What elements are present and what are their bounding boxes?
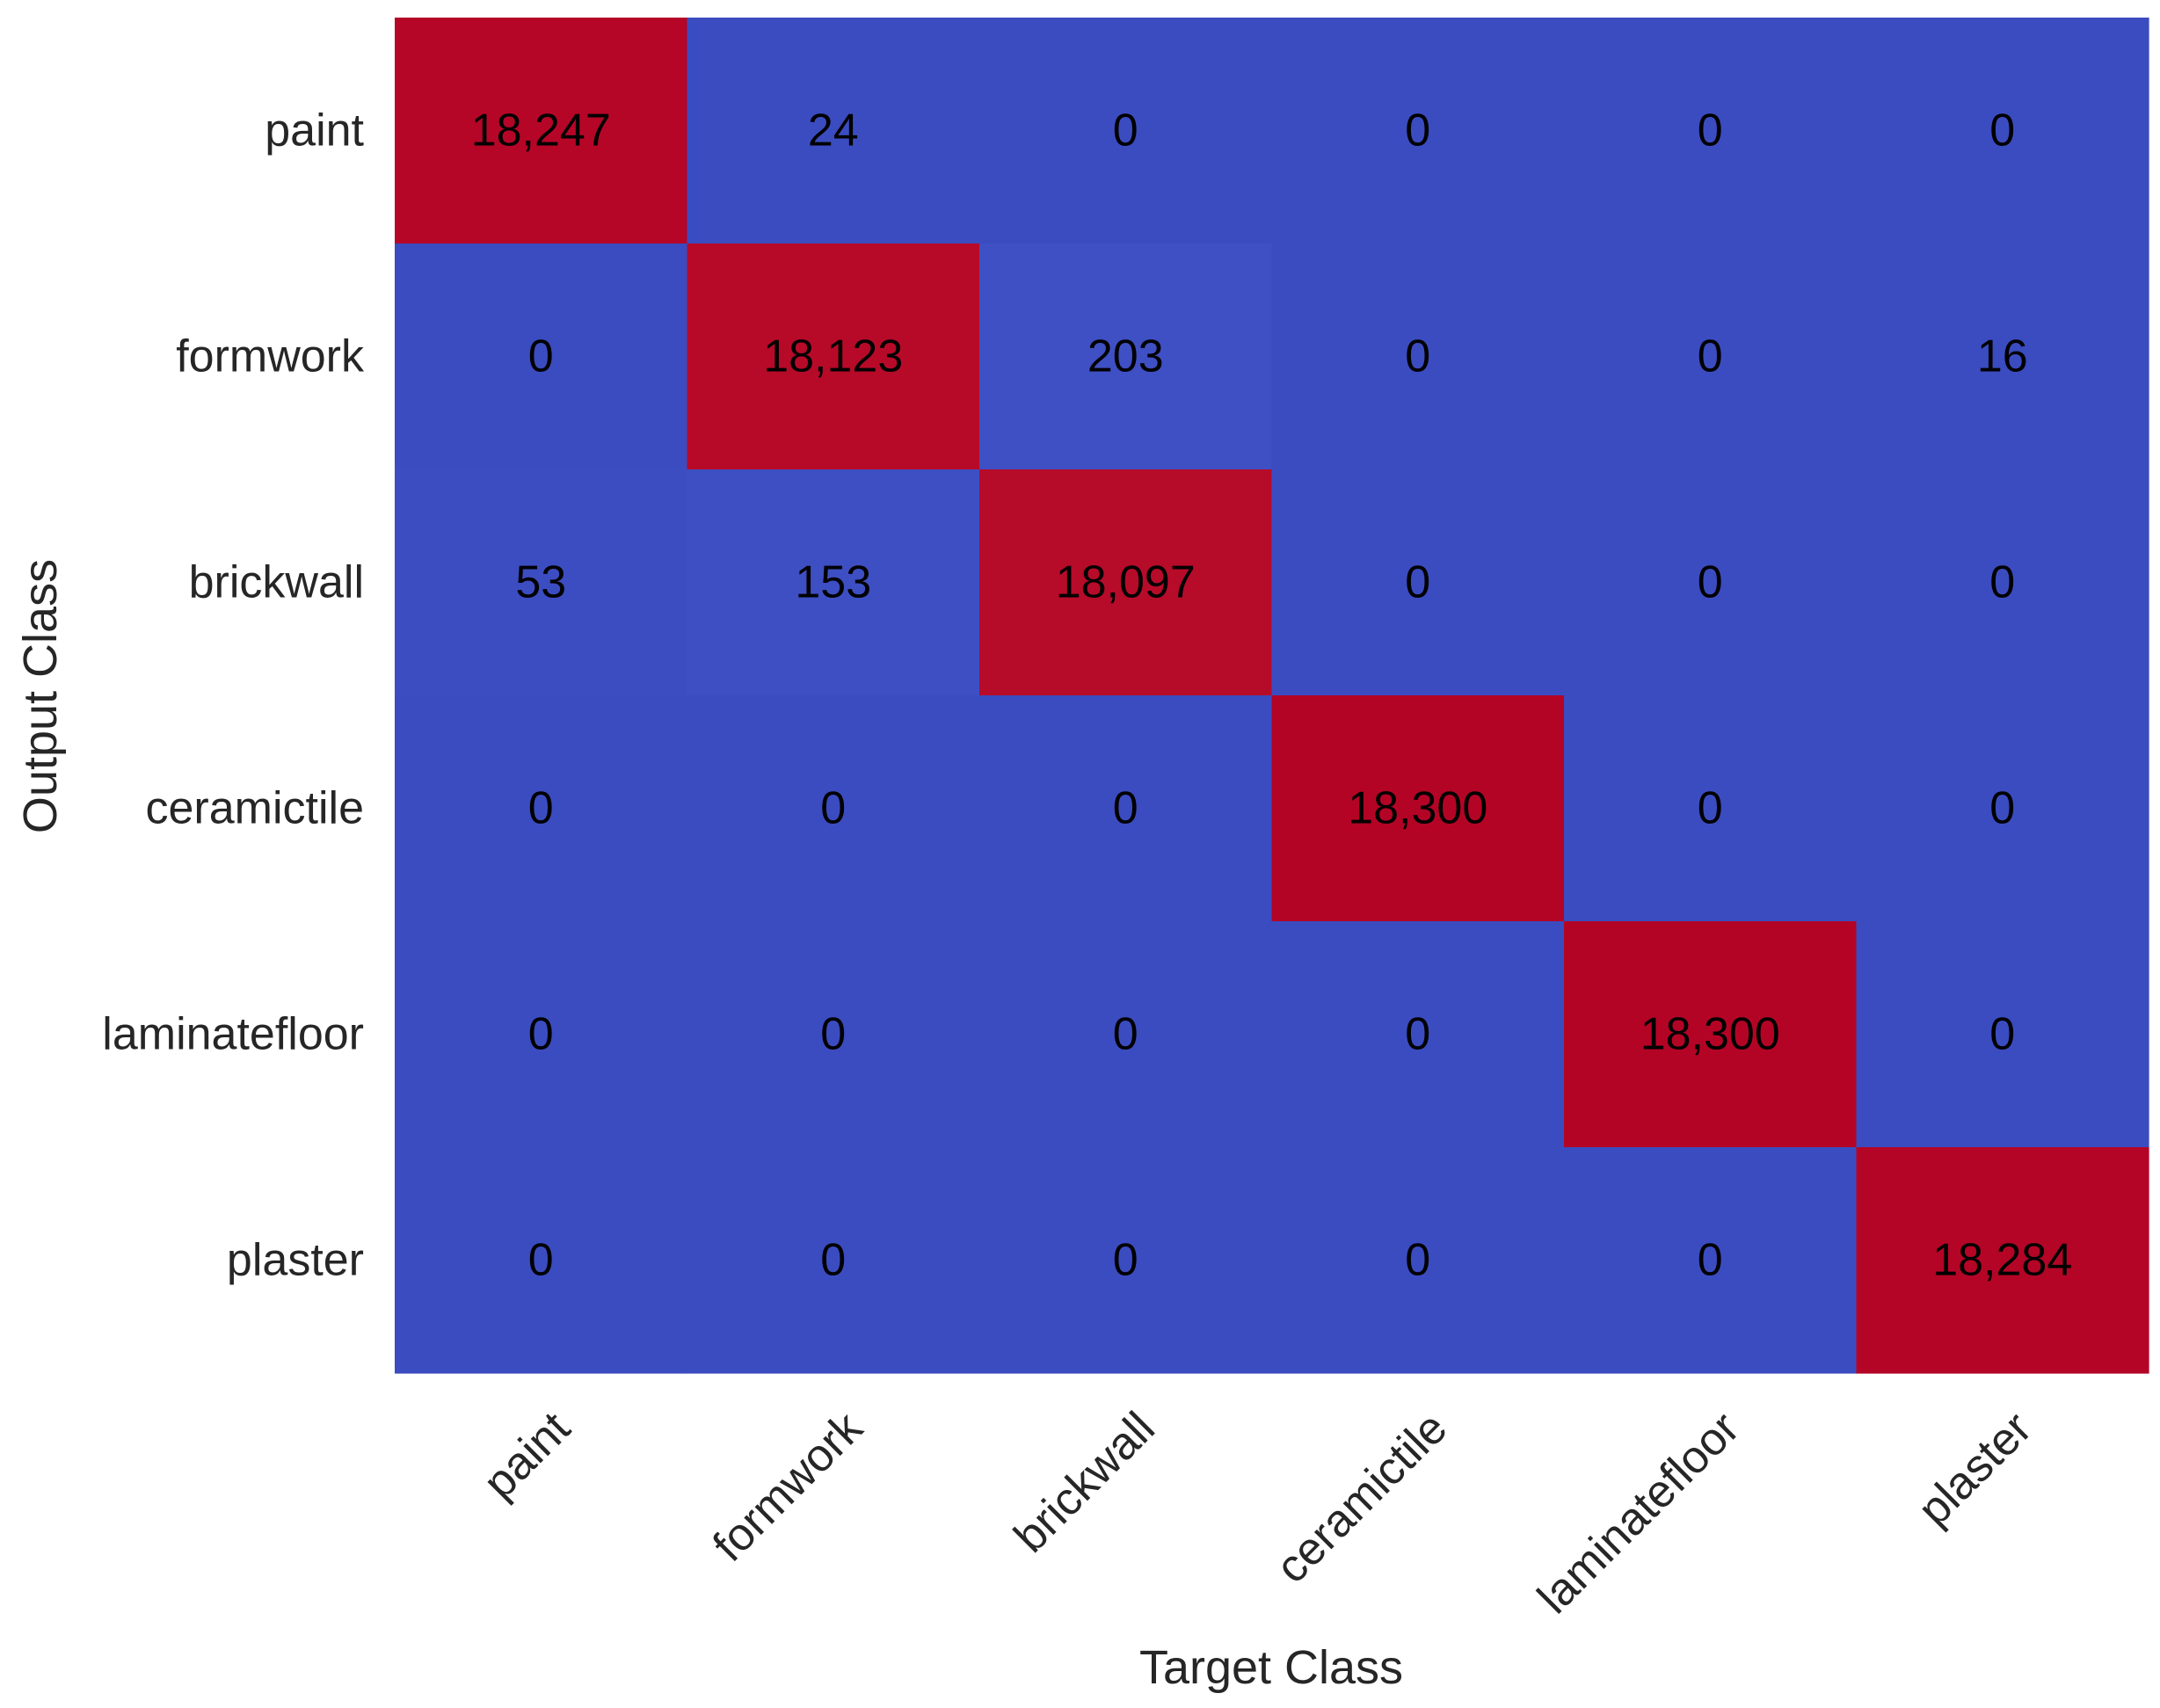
cell-value-label: 0 <box>1989 1009 2015 1060</box>
x-axis-tick-labels: paint formwork brickwall ceramictile laminat… <box>474 1402 2041 1624</box>
y-tick-label: laminatefloor <box>102 1009 364 1060</box>
heatmap-cell <box>1564 243 1858 470</box>
cell-value-label: 0 <box>1989 783 2015 834</box>
cell-value-label: 0 <box>528 1235 554 1286</box>
y-axis-tick-labels: paint formwork brickwall ceramictile laminat… <box>102 105 365 1286</box>
heatmap-cell <box>1564 921 1858 1148</box>
heatmap-cell <box>395 1147 688 1374</box>
y-tick-label: plaster <box>227 1235 364 1286</box>
heatmap-cell <box>979 18 1273 244</box>
heatmap-cell <box>979 695 1273 922</box>
cell-value-label: 0 <box>1989 557 2015 608</box>
cell-value-label: 0 <box>1113 105 1138 156</box>
cell-value-label: 0 <box>820 1235 846 1286</box>
y-tick-label: ceramictile <box>146 783 365 834</box>
x-tick-label: laminatefloor <box>1528 1402 1749 1624</box>
heatmap-cell <box>1564 1147 1858 1374</box>
heatmap-cell <box>1856 921 2149 1148</box>
heatmap-cell <box>1271 921 1565 1148</box>
x-axis-label: Target Class <box>1139 1641 1403 1694</box>
x-tick-label: paint <box>474 1402 580 1508</box>
heatmap-cell <box>979 1147 1273 1374</box>
y-axis-label: Output Class <box>14 559 67 833</box>
heatmap-cell <box>395 18 688 244</box>
heatmap-cell <box>1564 18 1858 244</box>
heatmap-cell <box>395 921 688 1148</box>
cell-value-label: 0 <box>820 783 846 834</box>
cell-value-label: 18,247 <box>471 105 611 156</box>
heatmap-cell <box>687 921 980 1148</box>
heatmap-cell <box>395 469 688 696</box>
heatmap-cell <box>1856 1147 2149 1374</box>
heatmap-cell <box>1271 1147 1565 1374</box>
heatmap-cell <box>395 243 688 470</box>
cell-value-label: 0 <box>1698 331 1723 382</box>
heatmap-cell <box>1271 469 1565 696</box>
cell-value-label: 18,097 <box>1056 557 1196 608</box>
x-tick-label: formwork <box>703 1402 873 1572</box>
cell-value-label: 18,123 <box>763 331 903 382</box>
cell-value-label: 0 <box>1405 1009 1430 1060</box>
x-tick-label: plaster <box>1909 1402 2041 1535</box>
heatmap-cell <box>687 469 980 696</box>
cell-value-label: 24 <box>808 105 859 156</box>
heatmap-cell <box>979 921 1273 1148</box>
cell-value-label: 18,300 <box>1348 783 1487 834</box>
x-tick-label: ceramictile <box>1267 1402 1458 1593</box>
cell-value-label: 203 <box>1087 331 1164 382</box>
cell-value-label: 18,284 <box>1932 1235 2072 1286</box>
x-tick-label: brickwall <box>1005 1402 1165 1562</box>
cell-value-label: 0 <box>1113 1235 1138 1286</box>
cell-value-label: 0 <box>528 783 554 834</box>
cell-value-label: 0 <box>1113 1009 1138 1060</box>
cell-value-label: 0 <box>1698 557 1723 608</box>
cell-value-label: 0 <box>1698 783 1723 834</box>
cell-value-label: 0 <box>820 1009 846 1060</box>
cell-value-label: 0 <box>528 1009 554 1060</box>
heatmap-cell <box>687 243 980 470</box>
cell-value-label: 153 <box>795 557 871 608</box>
y-tick-label: formwork <box>176 331 365 382</box>
cell-value-label: 0 <box>528 331 554 382</box>
cell-value-label: 0 <box>1405 1235 1430 1286</box>
heatmap-cell <box>1856 695 2149 922</box>
heatmap-cell <box>687 695 980 922</box>
y-tick-label: brickwall <box>189 557 364 608</box>
heatmap-cell <box>1271 243 1565 470</box>
heatmap-cell-labels: 18,247 24 0 0 0 0 0 18,123 203 0 0 16 53 153 18,097 0 0 0… <box>471 105 2073 1286</box>
heatmap-cell <box>1271 695 1565 922</box>
heatmap-cell <box>395 695 688 922</box>
heatmap-cell <box>1856 243 2149 470</box>
y-tick-label: paint <box>265 105 364 156</box>
cell-value-label: 0 <box>1698 1235 1723 1286</box>
heatmap-cell <box>687 1147 980 1374</box>
heatmap-cell <box>979 469 1273 696</box>
heatmap-cell <box>979 243 1273 470</box>
heatmap-cell <box>1856 469 2149 696</box>
cell-value-label: 0 <box>1405 331 1430 382</box>
heatmap-cell <box>1564 695 1858 922</box>
heatmap-cell <box>687 18 980 244</box>
heatmap-cell <box>1856 18 2149 244</box>
cell-value-label: 0 <box>1405 105 1430 156</box>
heatmap-cell <box>1564 469 1858 696</box>
cell-value-label: 0 <box>1698 105 1723 156</box>
cell-value-label: 18,300 <box>1640 1009 1780 1060</box>
heatmap-cell <box>1271 18 1565 244</box>
cell-value-label: 0 <box>1989 105 2015 156</box>
cell-value-label: 16 <box>1977 331 2028 382</box>
cell-value-label: 0 <box>1405 557 1430 608</box>
cell-value-label: 53 <box>515 557 566 608</box>
heatmap-cells <box>395 18 2149 1374</box>
cell-value-label: 0 <box>1113 783 1138 834</box>
